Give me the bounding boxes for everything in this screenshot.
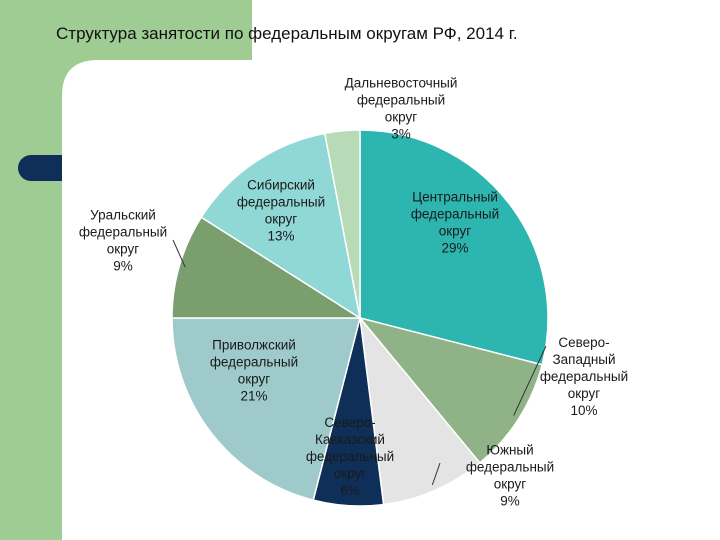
slice-label-line: Приволжский <box>212 338 296 353</box>
slice-label-8: Дальневосточный федеральный округ 3% <box>345 76 458 142</box>
slide-title: Структура занятости по федеральным округ… <box>56 24 518 43</box>
slice-label-line: округ <box>568 386 601 401</box>
slice-label-line: федеральный <box>237 195 325 210</box>
slice-label-line: Уральский <box>90 208 156 223</box>
slice-label-line: 9% <box>500 494 520 509</box>
slice-label-line: Центральный <box>412 190 498 205</box>
slice-label-line: округ <box>494 477 527 492</box>
slice-label-3: Южный федеральный округ 9% <box>466 443 554 509</box>
slice-label-line: округ <box>107 242 140 257</box>
slice-label-line: федеральный <box>411 207 499 222</box>
pie-slice-6 <box>171 216 363 319</box>
slice-label-line: федеральный <box>357 93 445 108</box>
slice-label-6: Уральский федеральный округ 9% <box>79 208 167 274</box>
slice-label-5: Приволжский федеральный округ 21% <box>210 338 298 404</box>
slice-label-line: федеральный <box>79 225 167 240</box>
slice-label-line: федеральный <box>306 449 394 464</box>
pie-slice-2 <box>357 316 544 464</box>
slice-label-line: Кавказский <box>315 432 385 447</box>
slice-label-line: округ <box>238 372 271 387</box>
label-leaders <box>172 239 547 486</box>
pie-slice-7 <box>200 132 362 320</box>
slice-label-line: 6% <box>340 483 360 498</box>
slice-label-7: Сибирский федеральный округ 13% <box>237 178 325 244</box>
slice-label-line: Западный <box>552 352 615 367</box>
slice-label-line: 29% <box>441 241 468 256</box>
slice-label-line: Южный <box>486 443 533 458</box>
slice-label-line: федеральный <box>210 355 298 370</box>
pie-slice-1 <box>359 129 549 366</box>
slice-label-1: Центральный федеральный округ 29% <box>411 190 499 256</box>
pie-slice-5 <box>171 317 361 502</box>
pie-slice-8 <box>323 129 361 319</box>
leader-line-6 <box>172 239 186 268</box>
slice-label-line: Сибирский <box>247 178 315 193</box>
slice-label-line: округ <box>439 224 472 239</box>
slice-label-line: Северо- <box>324 415 375 430</box>
slice-label-line: 10% <box>570 403 597 418</box>
slice-labels: Центральный федеральный округ 29% Северо- Зап… <box>79 76 628 509</box>
slice-label-line: Северо- <box>558 335 609 350</box>
slice-label-line: округ <box>334 466 367 481</box>
slice-label-line: федеральный <box>540 369 628 384</box>
leader-line-3 <box>431 462 441 486</box>
slice-label-line: 9% <box>113 259 133 274</box>
title-green-strip <box>0 0 252 60</box>
slice-label-line: 13% <box>267 229 294 244</box>
leader-line-2 <box>513 345 547 416</box>
slice-label-line: округ <box>265 212 298 227</box>
slice-label-4: Северо- Кавказский федеральный округ 6% <box>306 415 394 498</box>
pie-slices <box>171 129 549 507</box>
pie-slice-3 <box>358 315 481 506</box>
slice-label-2: Северо- Западный федеральный округ 10% <box>540 335 628 418</box>
slice-label-line: 3% <box>391 127 411 142</box>
slice-label-line: Дальневосточный <box>345 76 458 91</box>
slice-label-line: федеральный <box>466 460 554 475</box>
slice-label-line: округ <box>385 110 418 125</box>
slice-label-line: 21% <box>240 389 267 404</box>
